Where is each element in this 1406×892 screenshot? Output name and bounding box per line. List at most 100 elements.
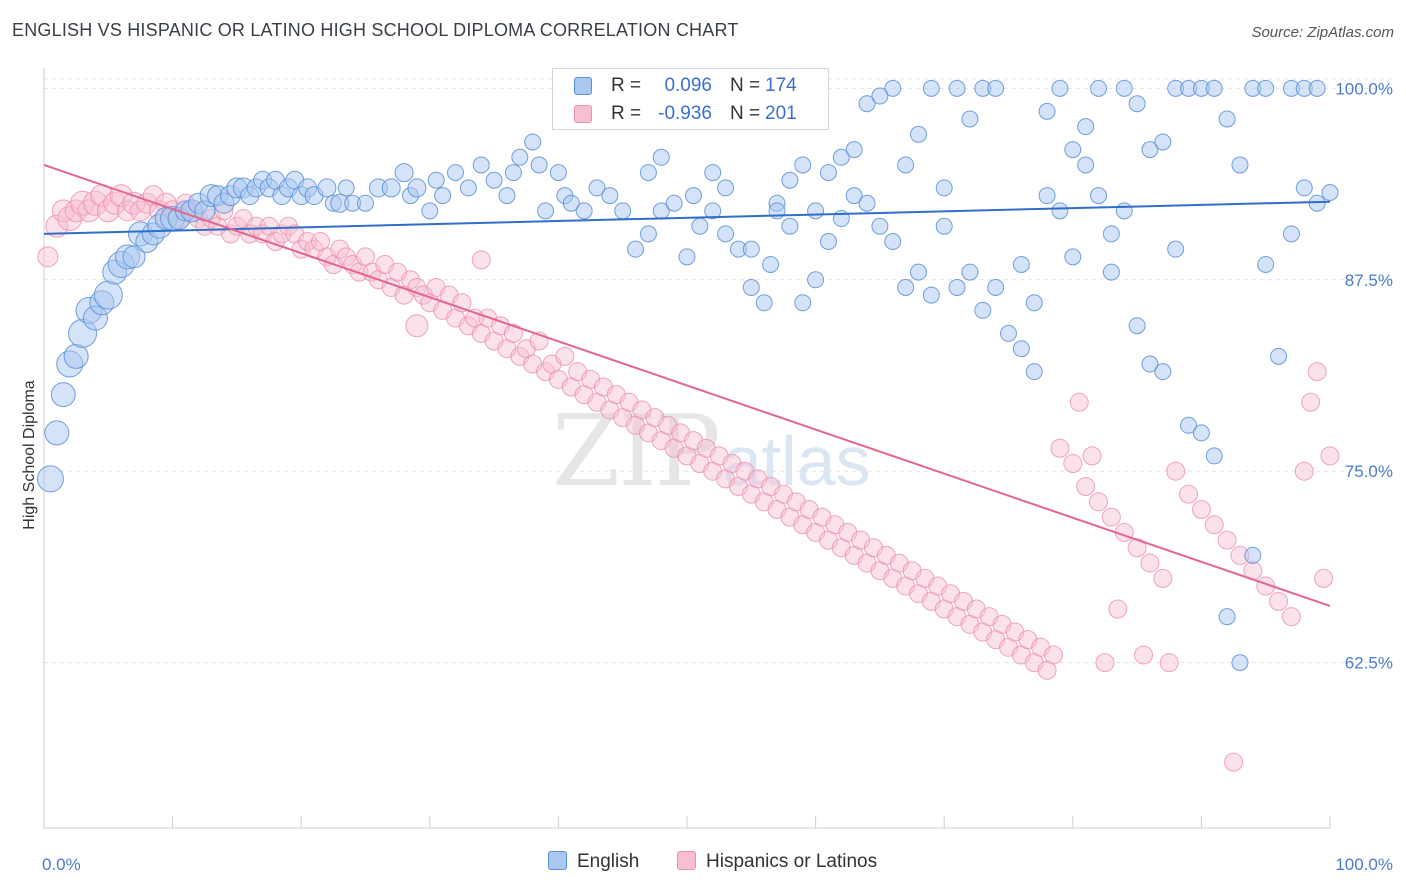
- english-point: [1077, 118, 1095, 136]
- watermark-zip: ZIP: [552, 395, 721, 509]
- hispanic-swatch: [574, 105, 592, 123]
- y-tick-label: 87.5%: [1345, 271, 1393, 290]
- x-tick-label: 100.0%: [1335, 855, 1393, 874]
- x-tick-label: 0.0%: [42, 855, 81, 874]
- hispanic-point: [1281, 607, 1301, 627]
- english-point: [588, 179, 606, 197]
- hispanic-point: [103, 191, 127, 215]
- english-point: [407, 178, 427, 198]
- english-point: [601, 187, 619, 205]
- english-point: [652, 148, 670, 166]
- hispanic-point: [1307, 362, 1327, 382]
- legend-r-value-hispanic: -0.936: [658, 103, 712, 124]
- hispanic-point: [1101, 507, 1121, 527]
- english-point: [1282, 225, 1300, 243]
- english-point: [717, 225, 735, 243]
- hispanic-trend-line: [43, 163, 1331, 607]
- english-point: [1270, 347, 1288, 365]
- english-point: [575, 202, 593, 220]
- english-point: [421, 202, 439, 220]
- english-point: [987, 79, 1005, 97]
- hispanic-point: [1069, 392, 1089, 412]
- hispanic-point: [1269, 591, 1289, 611]
- english-point: [549, 164, 567, 182]
- hispanic-point: [1082, 446, 1102, 466]
- english-point: [922, 286, 940, 304]
- english-point: [909, 263, 927, 281]
- english-point: [1205, 447, 1223, 465]
- english-point: [1218, 110, 1236, 128]
- hispanic-point: [1320, 446, 1340, 466]
- y-tick-label: 62.5%: [1345, 654, 1393, 673]
- english-point: [1308, 79, 1326, 97]
- hispanic-point: [1153, 568, 1173, 588]
- english-point: [1025, 363, 1043, 381]
- english-point: [1077, 156, 1095, 174]
- english-point: [1115, 202, 1133, 220]
- english-point: [1154, 133, 1172, 151]
- english-point: [639, 225, 657, 243]
- english-point: [1218, 608, 1236, 626]
- english-point: [665, 194, 683, 212]
- english-point: [884, 233, 902, 251]
- y-tick-label: 75.0%: [1345, 462, 1393, 481]
- english-point: [337, 179, 355, 197]
- english-point: [1141, 141, 1159, 159]
- english-point: [472, 156, 490, 174]
- english-point: [794, 156, 812, 174]
- english-point: [1012, 340, 1030, 358]
- english-point: [1102, 225, 1120, 243]
- legend-r-label: R =: [611, 103, 642, 124]
- english-point: [1257, 79, 1275, 97]
- hispanic-point: [1076, 477, 1096, 497]
- english-point: [845, 141, 863, 159]
- english-point: [1038, 187, 1056, 205]
- hispanic-legend-label: Hispanics or Latinos: [706, 851, 878, 872]
- english-point: [762, 255, 780, 273]
- english-trend-line: [43, 200, 1331, 235]
- hispanic-legend-swatch: [677, 851, 696, 870]
- english-point: [530, 156, 548, 174]
- hispanic-point: [1217, 530, 1237, 550]
- english-point: [974, 301, 992, 319]
- english-point: [1000, 324, 1017, 342]
- english-point: [961, 263, 979, 281]
- source-label: Source: ZipAtlas.com: [1251, 24, 1394, 41]
- english-point: [819, 164, 837, 182]
- english-point: [781, 171, 799, 189]
- english-point: [1244, 546, 1262, 564]
- english-point: [858, 194, 876, 212]
- english-point: [1064, 248, 1082, 266]
- english-point: [858, 95, 876, 113]
- english-point: [1115, 79, 1133, 97]
- hispanic-point: [555, 346, 575, 366]
- english-point: [1180, 416, 1198, 434]
- english-point: [63, 343, 89, 369]
- hispanic-point: [503, 323, 523, 343]
- y-tick-label: 100.0%: [1335, 79, 1393, 98]
- hispanic-point: [96, 199, 120, 223]
- english-point: [871, 87, 889, 105]
- hispanic-point: [45, 214, 69, 238]
- english-point: [1141, 355, 1159, 373]
- english-point: [614, 202, 632, 220]
- english-point: [948, 278, 966, 296]
- hispanic-points: [37, 184, 1340, 772]
- hispanic-point: [1294, 461, 1314, 481]
- hispanic-point: [471, 250, 491, 270]
- english-point: [935, 179, 953, 197]
- english-swatch: [574, 77, 592, 95]
- english-point: [317, 178, 337, 198]
- hispanic-point: [405, 314, 429, 338]
- bottom-legend-english: English: [548, 851, 639, 873]
- legend-r-label: R =: [611, 75, 642, 96]
- english-point: [1128, 317, 1146, 335]
- correlation-legend: R = 0.096 N = 174 R = -0.936 N = 201: [552, 68, 829, 130]
- trend-lines: [43, 163, 1331, 607]
- english-point: [447, 164, 465, 182]
- english-point: [504, 164, 522, 182]
- english-point: [1090, 187, 1108, 205]
- english-point: [562, 194, 580, 212]
- english-point: [1308, 194, 1326, 212]
